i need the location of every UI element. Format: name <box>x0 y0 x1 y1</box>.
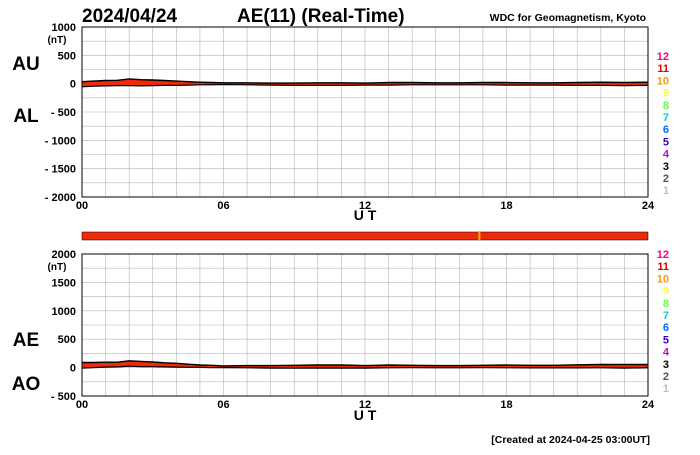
ae-ao-y-tick-label: 500 <box>58 334 76 346</box>
ao-series-label: AO <box>12 374 41 395</box>
station-legend-number: 9 <box>663 88 669 100</box>
station-legend-number: 5 <box>663 136 669 148</box>
station-legend-number: 8 <box>663 298 669 310</box>
station-legend-number: 11 <box>657 63 669 75</box>
au-al-x-axis-title: U T <box>354 207 377 223</box>
au-al-envelope <box>81 78 649 88</box>
ae-ao-x-tick-label: 06 <box>217 399 229 411</box>
station-legend-number: 6 <box>663 322 669 334</box>
ae-ao-x-tick-label: 24 <box>642 399 655 411</box>
station-legend-number: 1 <box>663 383 669 395</box>
station-bar-fill <box>81 231 649 241</box>
au-al-x-tick-label: 18 <box>500 200 512 212</box>
plot-date: 2024/04/24 <box>82 6 178 27</box>
ae-ao-x-tick-label: 12 <box>359 399 371 411</box>
station-legend-number: 9 <box>663 286 669 298</box>
au-al-unit-label: (nT) <box>48 35 67 46</box>
au-series-line <box>81 78 649 84</box>
station-legend-number: 8 <box>663 100 669 112</box>
au-al-x-axis: 00 06 12 18 24 <box>76 200 655 212</box>
station-legend-number: 12 <box>657 249 669 261</box>
au-al-x-tick-label: 12 <box>359 200 371 212</box>
au-series-label: AU <box>12 54 39 75</box>
ae-ao-unit-label: (nT) <box>48 262 67 273</box>
station-bar-gap-marker <box>478 232 481 240</box>
station-legend-number: 10 <box>657 75 669 87</box>
ae-ao-y-axis: 2000 1500 1000 500 0 - 500 <box>51 249 76 403</box>
ae-ao-y-tick-label: 1500 <box>52 277 76 289</box>
au-al-grid <box>82 27 648 197</box>
station-legend-number: 5 <box>663 334 669 346</box>
station-legend-number: 6 <box>663 124 669 136</box>
station-legend-number: 1 <box>663 185 669 197</box>
au-al-y-tick-label: - 1000 <box>45 135 76 147</box>
station-legend-number: 3 <box>663 359 669 371</box>
station-legend-number: 4 <box>663 347 670 359</box>
ae-ao-envelope <box>81 360 649 369</box>
au-al-y-tick-label: - 2000 <box>45 192 76 204</box>
au-al-y-tick-label: 500 <box>58 50 76 62</box>
au-al-x-tick-label: 00 <box>76 200 88 212</box>
ao-series-line <box>81 365 649 369</box>
au-al-x-tick-label: 24 <box>642 200 655 212</box>
ae-ao-x-axis: 00 06 12 18 24 <box>76 399 655 411</box>
station-legend-number: 4 <box>663 149 670 161</box>
plot-title: AE(11) (Real-Time) <box>237 6 405 27</box>
station-legend-number: 10 <box>657 273 669 285</box>
ae-ao-grid <box>82 254 648 396</box>
au-al-y-tick-label: 0 <box>70 79 76 91</box>
ae-ao-x-tick-label: 00 <box>76 399 88 411</box>
station-legend-number: 2 <box>663 371 669 383</box>
ae-ao-y-tick-label: 1000 <box>52 306 76 318</box>
au-al-x-tick-label: 06 <box>217 200 229 212</box>
ae-ao-y-tick-label: - 500 <box>51 391 76 403</box>
ae-ao-x-tick-label: 18 <box>500 399 512 411</box>
station-coverage-bar <box>81 231 649 241</box>
al-series-label: AL <box>13 106 39 127</box>
au-al-y-tick-label: 1000 <box>52 22 76 34</box>
au-al-y-tick-label: - 1500 <box>45 164 76 176</box>
ae-ao-plot-frame <box>81 253 649 397</box>
ae-series-line <box>82 360 648 367</box>
data-source: WDC for Geomagnetism, Kyoto <box>490 12 646 24</box>
station-legend-number: 7 <box>663 310 669 322</box>
au-al-plot-frame <box>81 26 649 198</box>
created-timestamp: [Created at 2024-04-25 03:00UT] <box>491 434 650 446</box>
ae-ao-y-tick-label: 0 <box>70 363 76 375</box>
al-series-line <box>81 83 649 88</box>
au-al-y-tick-label: - 500 <box>51 107 76 119</box>
ae-ao-y-tick-label: 2000 <box>52 249 76 261</box>
station-legend-number: 2 <box>663 173 669 185</box>
ae-series-label: AE <box>13 330 39 351</box>
station-legend-number: 7 <box>663 112 669 124</box>
ae-ao-x-axis-title: U T <box>354 407 377 423</box>
station-legend-number: 12 <box>657 51 669 63</box>
station-legend-number: 11 <box>657 261 669 273</box>
au-al-y-axis: 1000 500 0 - 500 - 1000 - 1500 - 2000 <box>45 22 76 204</box>
station-legend-number: 3 <box>663 161 669 173</box>
